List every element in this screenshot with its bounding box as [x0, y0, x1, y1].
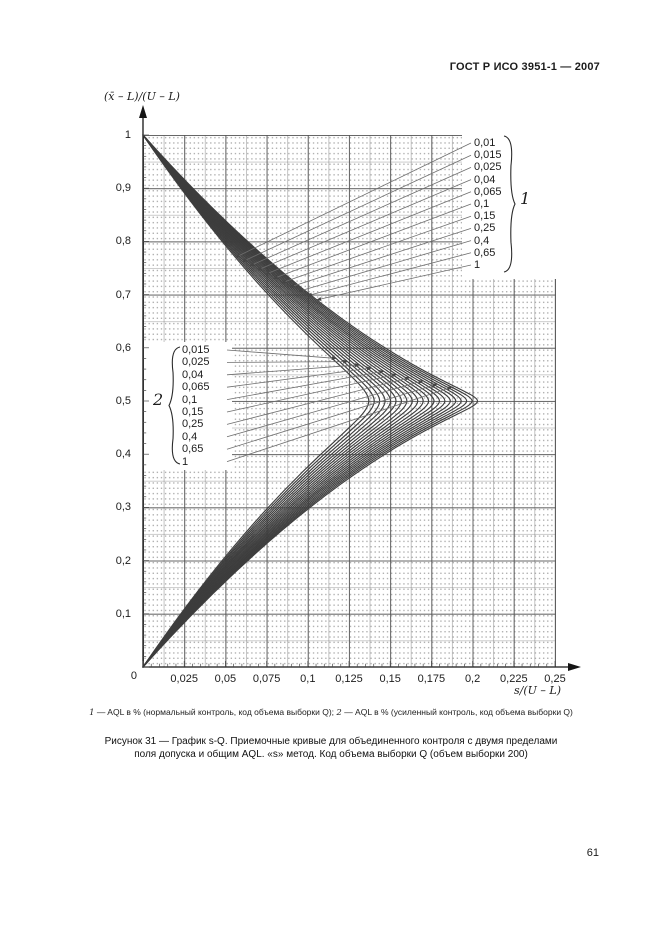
aql-label-group2: 0,15: [182, 406, 204, 418]
figure-footnote: 1 — AQL в % (нормальный контроль, код об…: [0, 707, 662, 718]
aql-label-group1: 0,1: [474, 198, 490, 210]
aql-label-group1: 0,01: [474, 137, 496, 149]
group1-numeral: 1: [520, 189, 531, 208]
aql-label-group1: 0,015: [474, 149, 502, 162]
footnote-numeral-2: 2: [336, 708, 342, 718]
x-tick-label: 0,075: [252, 673, 281, 685]
group2-numeral: 2: [153, 390, 164, 409]
y-tick-label: 0,6: [115, 341, 131, 354]
aql-label-group2: 1: [182, 455, 189, 468]
x-axis-arrow: [568, 663, 581, 671]
aql-group1-label-box: [462, 134, 557, 279]
page-number: 61: [586, 847, 599, 859]
acceptance-curves: [142, 134, 479, 668]
aql-label-group2: 0,065: [182, 381, 210, 394]
leader-lines: [226, 142, 472, 462]
aql-label-group1: 0,4: [474, 234, 490, 247]
axis-ticks: [142, 134, 556, 668]
aql-label-group2: 0,65: [182, 443, 204, 456]
aql-label-group2: 0,4: [182, 430, 198, 443]
origin-label: 0: [130, 670, 137, 682]
y-tick-label: 0,2: [115, 554, 131, 567]
standard-header: ГОСТ Р ИСО 3951-1 — 2007: [449, 61, 600, 73]
aql-label-group1: 0,25: [474, 222, 496, 235]
figure-caption-line1: Рисунок 31 — График s-Q. Приемочные крив…: [104, 736, 558, 747]
x-tick-label: 0,25: [544, 673, 566, 685]
y-tick-label: 0,7: [115, 288, 131, 301]
y-tick-label: 0,1: [115, 607, 131, 620]
y-tick-label: 0,3: [115, 501, 131, 514]
footnote-text-2: — AQL в % (усиленный контроль, код объем…: [341, 707, 573, 717]
aql-label-group2: 0,04: [182, 368, 204, 381]
x-tick-label: 0,15: [379, 673, 401, 685]
aql-label-group1: 0,04: [474, 173, 496, 186]
group2-brace: [168, 346, 181, 465]
figure-caption: Рисунок 31 — График s-Q. Приемочные крив…: [71, 735, 591, 761]
y-tick-label: 0,4: [115, 448, 131, 461]
x-tick-label: 0,125: [335, 673, 363, 685]
x-tick-label: 0,025: [170, 673, 198, 685]
aql-label-group1: 0,025: [474, 161, 502, 174]
footnote-numeral-1: 1: [89, 708, 95, 718]
x-tick-label: 0,2: [464, 673, 481, 685]
aql-label-group1: 1: [474, 259, 481, 271]
axes: [142, 112, 574, 668]
aql-label-group1: 0,65: [474, 246, 496, 259]
aql-label-group2: 0,015: [182, 344, 210, 356]
y-tick-label: 0,5: [115, 395, 131, 407]
aql-label-group2: 0,25: [182, 418, 204, 431]
aql-label-group1: 0,15: [474, 210, 496, 223]
figure-caption-line2: поля допуска и общим AQL. «s» метод. Код…: [134, 749, 528, 760]
y-tick-label: 0,9: [115, 182, 131, 195]
y-axis-arrow: [139, 105, 147, 118]
y-tick-label: 1: [124, 129, 131, 141]
y-axis-title: (x̄ – L)/(U – L): [104, 90, 180, 103]
x-axis-title: s/(U – L): [514, 684, 562, 697]
group1-brace: [503, 135, 516, 273]
y-tick-label: 0,8: [115, 235, 131, 248]
x-tick-label: 0,175: [417, 673, 446, 685]
aql-group2-label-box: [144, 342, 232, 470]
aql-label-group2: 0,1: [182, 393, 198, 406]
footnote-text-1: — AQL в % (нормальный контроль, код объе…: [94, 707, 337, 717]
x-tick-label: 0,1: [300, 673, 316, 685]
x-tick-label: 0,225: [500, 673, 528, 685]
aql-label-group1: 0,065: [474, 185, 502, 198]
aql-label-group2: 0,025: [182, 356, 210, 369]
x-tick-label: 0,05: [214, 673, 237, 685]
